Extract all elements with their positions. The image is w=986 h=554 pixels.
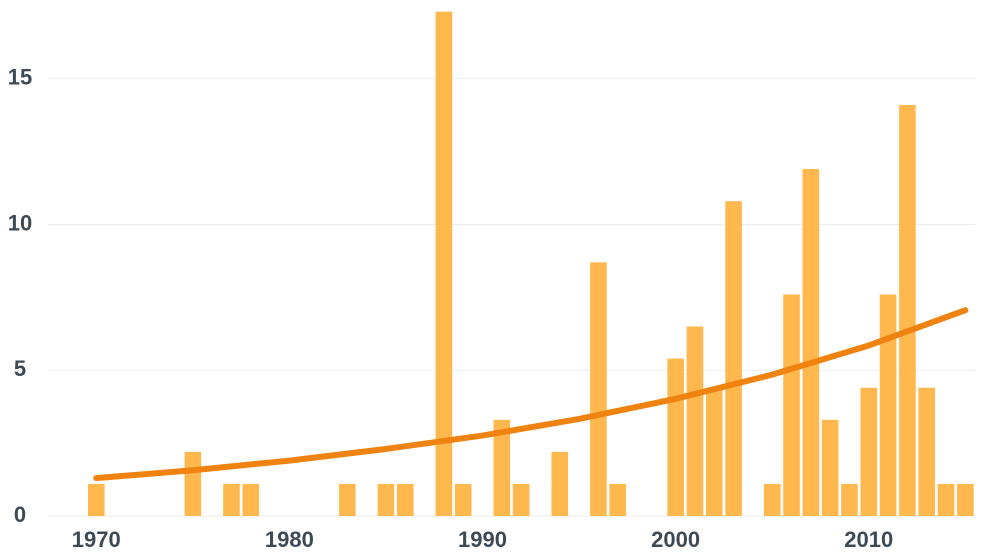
bar xyxy=(725,201,742,517)
bar xyxy=(454,483,472,516)
y-tick-label: 5 xyxy=(14,356,26,381)
bar xyxy=(184,451,202,516)
bar xyxy=(918,387,936,516)
bar xyxy=(802,169,820,516)
bar xyxy=(879,294,897,516)
trend-line xyxy=(93,307,969,482)
bar xyxy=(899,104,916,516)
bar xyxy=(435,11,453,517)
bar xyxy=(590,262,607,516)
bar xyxy=(223,483,240,516)
x-tick-label: 1990 xyxy=(458,527,507,552)
bar xyxy=(860,387,878,516)
bar xyxy=(667,358,684,516)
x-tick-label: 2010 xyxy=(844,527,893,552)
x-tick-label: 2000 xyxy=(651,527,700,552)
bar xyxy=(87,483,105,516)
bar xyxy=(493,419,511,516)
bar xyxy=(763,483,781,516)
bar xyxy=(512,483,530,516)
bar xyxy=(841,483,858,516)
bar xyxy=(783,294,800,516)
y-tick-label: 0 xyxy=(14,502,26,527)
bar xyxy=(551,451,569,516)
bar xyxy=(609,483,627,516)
bar xyxy=(686,326,704,516)
y-tick-label: 15 xyxy=(8,65,32,90)
bar xyxy=(957,483,974,516)
bar xyxy=(821,419,839,516)
bar xyxy=(339,483,356,516)
x-tick-label: 1970 xyxy=(72,527,121,552)
bar xyxy=(937,483,955,516)
x-tick-label: 1980 xyxy=(265,527,314,552)
bar xyxy=(396,483,414,516)
bar xyxy=(242,483,260,516)
bar xyxy=(705,387,723,516)
y-tick-label: 10 xyxy=(8,210,32,235)
bar xyxy=(377,483,395,516)
